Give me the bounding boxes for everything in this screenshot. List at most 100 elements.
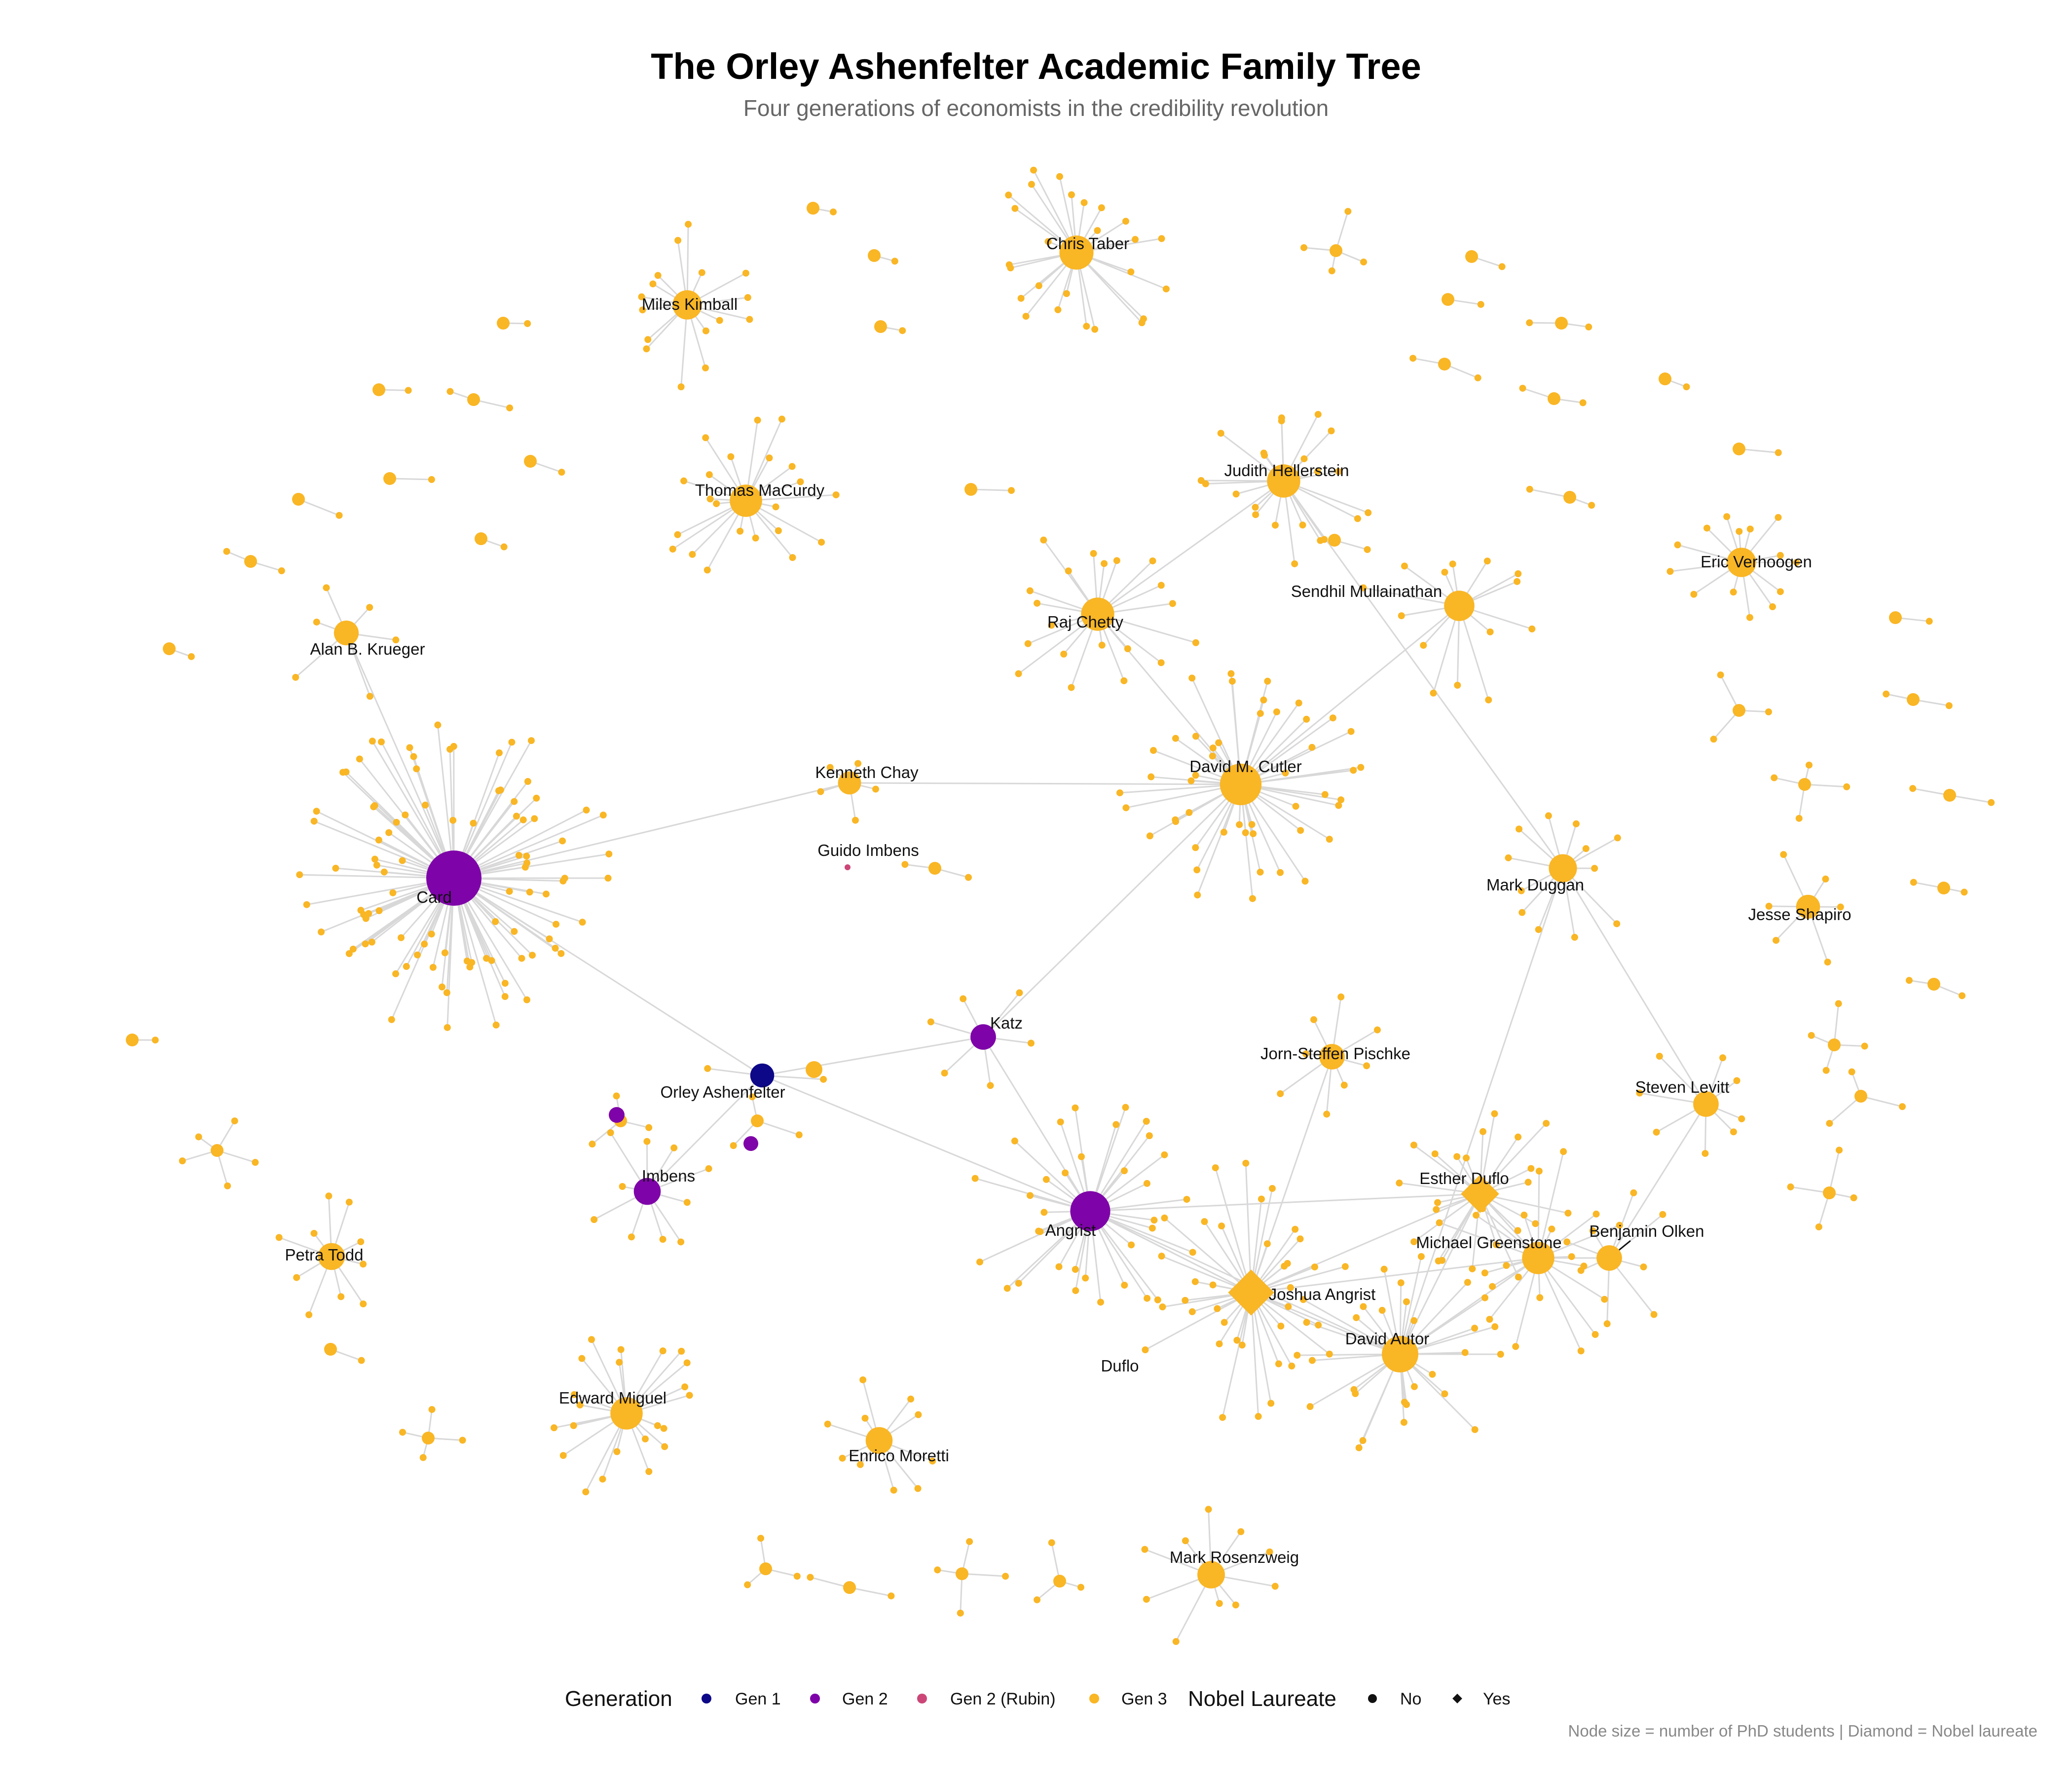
- leaf-node: [713, 500, 720, 507]
- leaf-node: [410, 753, 417, 760]
- leaf-node: [638, 293, 645, 300]
- node-guido: [845, 864, 851, 870]
- leaf-node: [727, 453, 735, 460]
- leaf-node: [793, 1572, 801, 1580]
- leaf-node: [492, 918, 499, 925]
- small-node: [524, 455, 537, 468]
- leaf-node: [1042, 1176, 1050, 1183]
- node-label-todd: Petra Todd: [285, 1246, 363, 1264]
- leaf-node: [1026, 1192, 1034, 1199]
- leaf-node: [1775, 514, 1782, 521]
- leaf-node: [366, 693, 373, 700]
- leaf-node: [1258, 1195, 1265, 1203]
- small-node: [1733, 704, 1745, 717]
- leaf-node: [1250, 830, 1257, 837]
- legend-gen3-swatch: [1089, 1694, 1099, 1703]
- leaf-node: [824, 1420, 831, 1428]
- leaf-node: [179, 1157, 186, 1165]
- leaf-node: [513, 813, 520, 820]
- edge-joshua: [1164, 1217, 1252, 1294]
- leaf-node: [1141, 1546, 1148, 1553]
- leaf-node: [1101, 560, 1108, 567]
- leaf-node: [1003, 1285, 1011, 1292]
- leaf-node: [929, 1457, 936, 1465]
- edge-greenstone: [1537, 1258, 1582, 1352]
- leaf-node: [1613, 920, 1621, 927]
- leaf-node: [1959, 992, 1966, 999]
- leaf-node: [766, 454, 773, 462]
- leaf-node: [899, 327, 906, 334]
- leaf-node: [1264, 677, 1271, 685]
- leaf-node: [1138, 319, 1146, 327]
- leaf-node: [1491, 1323, 1499, 1331]
- leaf-node: [941, 1070, 948, 1077]
- leaf-node: [1149, 557, 1156, 564]
- small-node: [1854, 1090, 1867, 1103]
- leaf-node: [1398, 612, 1405, 620]
- leaf-node: [705, 1165, 712, 1172]
- leaf-node: [795, 1131, 803, 1139]
- leaf-node: [1017, 295, 1025, 302]
- leaf-node: [1520, 1212, 1528, 1219]
- leaf-node: [607, 1129, 614, 1137]
- leaf-node: [1441, 568, 1448, 576]
- leaf-node: [1515, 1133, 1522, 1141]
- leaf-node: [1328, 427, 1335, 435]
- leaf-node: [1026, 587, 1034, 594]
- leaf-node: [1232, 1601, 1239, 1609]
- legend-yes: Yes: [1483, 1690, 1510, 1708]
- leaf-node: [553, 921, 560, 928]
- legend-gen2: Gen 2: [842, 1690, 888, 1708]
- leaf-node: [1765, 902, 1773, 910]
- leaf-node: [830, 208, 837, 216]
- leaf-node: [1436, 1219, 1443, 1226]
- leaf-node: [1836, 1147, 1843, 1154]
- leaf-node: [508, 739, 516, 746]
- leaf-node: [296, 871, 303, 879]
- edge-small: [1720, 674, 1740, 711]
- leaf-node: [1261, 451, 1268, 459]
- leaf-node: [1292, 803, 1299, 810]
- leaf-node: [674, 237, 682, 244]
- leaf-node: [1068, 191, 1075, 198]
- leaf-node: [519, 816, 527, 823]
- leaf-node: [1925, 618, 1933, 625]
- edge-duggan-autor: [1399, 868, 1564, 1355]
- leaf-node: [1776, 588, 1784, 595]
- leaf-node: [1337, 993, 1345, 1000]
- leaf-node: [934, 1566, 941, 1574]
- leaf-node: [1188, 674, 1196, 682]
- leaf-node: [1765, 708, 1772, 715]
- leaf-node: [1822, 875, 1829, 883]
- small-node: [874, 320, 887, 333]
- legend-generation-title: Generation: [565, 1687, 672, 1711]
- leaf-node: [971, 1175, 979, 1182]
- leaf-node: [325, 1192, 333, 1200]
- leaf-node: [375, 907, 383, 915]
- leaf-node: [1480, 1128, 1487, 1135]
- leaf-node: [557, 950, 565, 957]
- edge-small: [389, 478, 432, 481]
- leaf-node: [1299, 1296, 1307, 1303]
- node-katz: [970, 1024, 996, 1050]
- leaf-node: [523, 996, 530, 1003]
- leaf-node: [1192, 772, 1199, 779]
- leaf-node: [1249, 895, 1256, 902]
- node-kimball: [672, 290, 702, 320]
- leaf-node: [1582, 845, 1590, 852]
- leaf-node: [1410, 1383, 1418, 1390]
- leaf-node: [332, 864, 339, 872]
- leaf-node: [680, 477, 688, 484]
- leaf-node: [818, 539, 825, 546]
- leaf-node: [1035, 1227, 1042, 1235]
- node-label-duflo: Duflo: [1101, 1357, 1139, 1375]
- small-node: [292, 493, 305, 506]
- node-shapiro: [1796, 894, 1820, 919]
- edge-joshua: [1215, 1167, 1252, 1293]
- leaf-node: [1182, 1537, 1189, 1545]
- leaf-node: [1292, 1225, 1299, 1233]
- leaf-node: [702, 364, 709, 371]
- small-node: [1053, 1575, 1066, 1588]
- leaf-node: [1068, 684, 1075, 691]
- leaf-node: [1771, 774, 1778, 781]
